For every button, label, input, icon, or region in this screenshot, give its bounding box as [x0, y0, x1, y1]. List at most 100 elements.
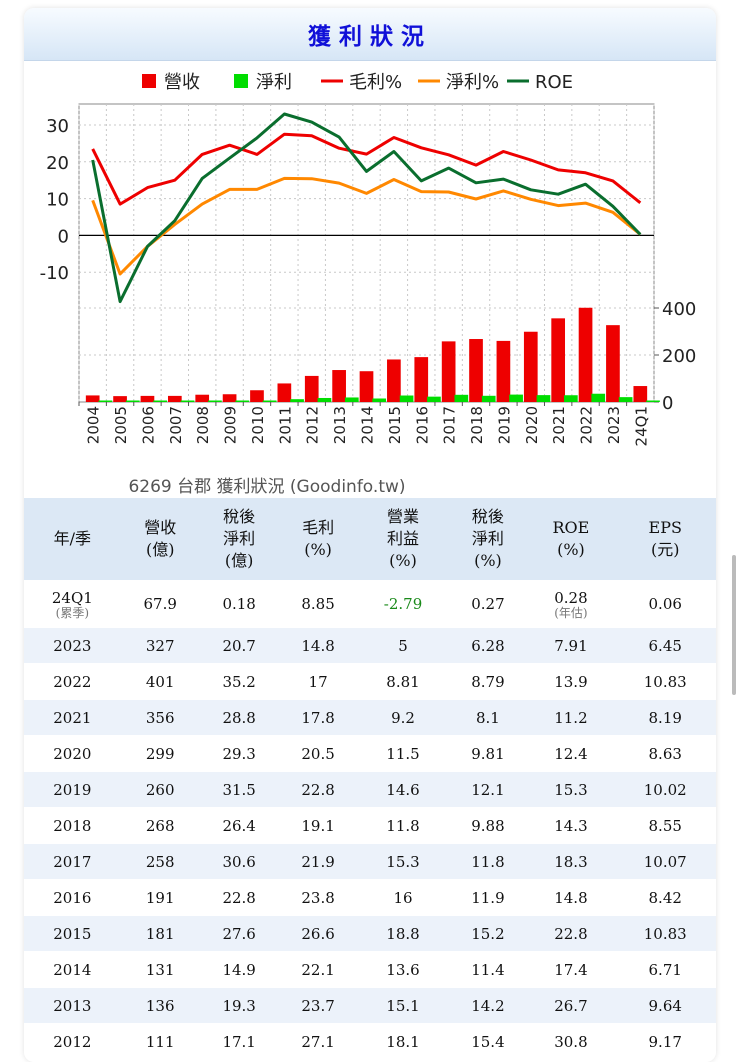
table-cell: 29.3 [199, 735, 279, 772]
table-cell: 2014 [24, 951, 121, 988]
y-left-tick-2: 10 [46, 190, 69, 211]
table-cell: 12.4 [527, 735, 615, 772]
legend-label-0: 營收 [164, 72, 200, 93]
table-cell: 6.45 [614, 627, 716, 664]
table-cell: 27.1 [278, 1023, 358, 1059]
bar-revenue-2008 [195, 394, 210, 402]
table-cell: 7.91 [527, 627, 615, 664]
bar-revenue-2011 [277, 383, 292, 402]
scrollbar[interactable] [732, 555, 736, 695]
table-cell: 20.7 [199, 627, 279, 664]
y-left-tick-1: 20 [46, 153, 69, 174]
profit-card: 獲利狀況 營收 淨利 毛利% 淨利% ROE 30 20 10 0 -10 400 200 0 2004… [24, 8, 716, 1062]
column-header-4: 營業 利益 (%) [357, 498, 449, 581]
x-tick-2014: 2014 [359, 406, 377, 444]
table-row: 2015 181 27.6 26.6 18.8 15.2 22.8 10.83 [24, 915, 716, 952]
line-layer [91, 112, 642, 304]
legend-label-3: 淨利% [446, 72, 499, 93]
bar-revenue-2009 [222, 394, 237, 402]
table-cell: 8.85 [278, 580, 358, 628]
bar-netincome-2012 [317, 397, 332, 402]
table-cell: 8.19 [614, 699, 716, 736]
table-cell: 11.4 [448, 951, 528, 988]
table-cell: 2020 [24, 735, 121, 772]
table-cell: 19.1 [278, 807, 358, 844]
table-cell: 11.2 [527, 699, 615, 736]
table-row: 2014 131 14.9 22.1 13.6 11.4 17.4 6.71 [24, 951, 716, 988]
line-series-0 [91, 132, 642, 206]
bar-revenue-2015 [387, 359, 401, 402]
table-cell: 18.3 [527, 843, 615, 880]
table-row: 24Q1 (累季) 67.9 0.18 8.85 -2.79 0.27 0.28 (年估) 0.0… [24, 580, 716, 628]
x-tick-2020: 2020 [523, 406, 541, 444]
bar-revenue-2004 [85, 395, 100, 402]
table-row: 2013 136 19.3 23.7 15.1 14.2 26.7 9.64 [24, 987, 716, 1024]
table-cell: 8.42 [614, 879, 716, 916]
table-cell: 22.8 [527, 915, 615, 952]
table-cell: 30.8 [527, 1023, 615, 1059]
table-cell: 2017 [24, 843, 121, 880]
table-cell: 26.7 [527, 987, 615, 1024]
table-row: 2019 260 31.5 22.8 14.6 12.1 15.3 10.02 [24, 771, 716, 808]
table-header-row: 年/季 營收 (億) 稅後 淨利 (億) 毛利 (%) 營業 利益 (%) 稅後 淨利 (%) ROE (%)… [24, 498, 716, 581]
table-cell: 0.18 [199, 580, 279, 628]
table-cell: 2015 [24, 915, 121, 952]
table-cell: 18.1 [357, 1023, 449, 1059]
column-header-0: 年/季 [24, 498, 121, 581]
legend-label-4: ROE [535, 72, 573, 93]
page-title: 獲利狀況 [308, 24, 432, 50]
table-cell: 18.8 [357, 915, 449, 952]
table-cell: 2023 [24, 627, 121, 664]
table-cell: 111 [120, 1023, 200, 1059]
title-bar: 獲利狀況 [24, 8, 716, 61]
column-header-1: 營收 (億) [120, 498, 200, 581]
table-cell: 181 [120, 915, 200, 952]
bar-netincome-2009 [235, 400, 250, 402]
x-tick-2011: 2011 [276, 406, 294, 444]
table-cell: 13.9 [527, 663, 615, 700]
table-cell: 9.2 [357, 699, 449, 736]
table-cell: 0.27 [448, 580, 528, 628]
bar-revenue-2023 [606, 325, 620, 402]
x-tick-2018: 2018 [468, 406, 486, 444]
table-cell: 17.4 [527, 951, 615, 988]
bar-netincome-2023 [618, 397, 633, 402]
bar-netincome-2020 [536, 395, 551, 402]
table-cell: 22.8 [278, 771, 358, 808]
table-cell: 15.3 [357, 843, 449, 880]
table-cell: 6.71 [614, 951, 716, 988]
legend-swatch-1 [234, 74, 248, 88]
table-cell: 15.2 [448, 915, 528, 952]
bar-revenue-2019 [496, 340, 511, 402]
x-tick-2008: 2008 [194, 406, 212, 444]
x-tick-2015: 2015 [386, 406, 404, 444]
column-header-2: 稅後 淨利 (億) [199, 498, 279, 581]
legend-swatch-0 [142, 74, 156, 88]
y-right-tick-1: 200 [662, 346, 696, 367]
bar-revenue-2006 [140, 395, 155, 402]
bar-netincome-24Q1 [646, 400, 660, 402]
bar-netincome-2022 [591, 393, 606, 402]
table-cell: 8.81 [357, 663, 449, 700]
table-cell: 16 [357, 879, 449, 916]
bar-revenue-2012 [304, 375, 319, 402]
bar-revenue-2022 [578, 307, 593, 402]
chart-legend: 營收 淨利 毛利% 淨利% ROE [142, 72, 573, 93]
table-cell: 191 [120, 879, 200, 916]
table-cell: 2019 [24, 771, 121, 808]
x-tick-2006: 2006 [139, 406, 157, 444]
x-tick-2023: 2023 [605, 406, 623, 444]
bar-revenue-2016 [414, 357, 429, 402]
table-cell: 136 [120, 987, 200, 1024]
y-left-tick-3: 0 [58, 226, 69, 247]
legend-label-1: 淨利 [256, 72, 292, 93]
x-tick-2009: 2009 [222, 406, 240, 444]
table-cell: 21.9 [278, 843, 358, 880]
table-cell: 14.2 [448, 987, 528, 1024]
table-row: 2018 268 26.4 19.1 11.8 9.88 14.3 8.55 [24, 807, 716, 844]
line-series-2 [91, 112, 642, 304]
bar-netincome-2006 [153, 400, 167, 402]
bar-revenue-2007 [167, 395, 182, 402]
bar-netincome-2011 [290, 399, 304, 402]
table-row: 2017 258 30.6 21.9 15.3 11.8 18.3 10.07 [24, 843, 716, 880]
